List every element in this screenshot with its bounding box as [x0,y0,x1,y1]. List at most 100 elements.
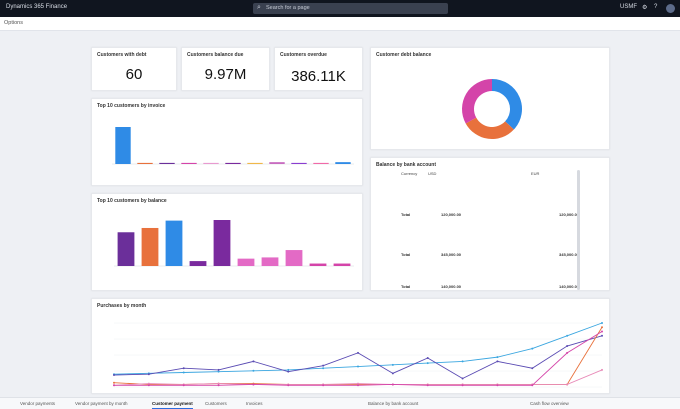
data-point [601,330,603,333]
data-point [217,382,220,385]
bar [333,263,351,266]
bar [291,162,307,164]
data-point [601,322,603,324]
data-point [566,334,569,337]
table-header: EUR [531,171,540,176]
bar [165,220,183,266]
chart-title: Top 10 customers by balance [97,198,167,204]
data-point [357,351,359,354]
tab-cash-flow-overview[interactable]: Cash flow overview [530,401,569,406]
data-point [566,383,569,386]
table-header: Currency [401,171,418,176]
bar [335,162,351,164]
bar-chart-card-2: Top 10 customers by balance [91,193,363,291]
kpi-title: Customers balance due [187,52,244,58]
bar-chart-1 [112,127,354,165]
chart-title: Customer debt balance [376,52,432,58]
data-point [426,362,429,365]
avatar[interactable] [666,4,675,13]
data-point [217,368,220,371]
bar [213,220,231,266]
data-point [391,363,394,366]
series-line [113,327,603,385]
company-label[interactable]: USMF [620,4,637,10]
table-cell: 140,000.00 [441,284,462,289]
tab-balance-by-bank-account[interactable]: Balance by bank account [368,401,419,406]
kpi-value: 9.97M [204,66,247,83]
search-box[interactable]: ⌕ Search for a page [253,3,448,14]
kpi-title: Customers overdue [280,52,327,58]
donut-slice [492,79,522,130]
table-header: USD [428,171,437,176]
data-point [322,367,325,370]
table-title: Balance by bank account [376,162,437,168]
data-point [461,360,464,363]
tab-customers[interactable]: Customers [205,401,227,406]
bar [269,162,285,164]
data-point [566,351,569,354]
settings-icon[interactable]: ⚙ [642,5,648,11]
data-point [496,384,499,387]
data-point [426,356,429,359]
line-chart [113,322,603,388]
data-point [287,368,290,371]
data-point [252,383,255,386]
table-scrollbar[interactable] [577,170,580,290]
donut-chart [462,79,522,139]
data-point [217,370,220,373]
bar [261,257,279,266]
bar [237,258,255,266]
kpi-card-overdue: Customers overdue 386.11K [274,47,363,91]
bar [189,261,207,266]
kpi-value: 386.11K [291,68,346,85]
line-chart-card: Purchases by month [91,298,610,394]
data-point [287,384,290,387]
data-point [357,384,359,387]
data-point [322,384,325,387]
search-icon: ⌕ [257,4,261,11]
chart-title: Top 10 customers by invoice [97,103,166,109]
data-point [147,382,150,385]
bar [313,162,329,164]
kpi-value: 60 [125,66,143,83]
kpi-card-balance-due: Customers balance due 9.97M [181,47,270,91]
data-point [252,369,255,372]
data-point [357,365,359,368]
data-point [391,383,394,386]
table-cell: 120,000.00 [441,212,462,217]
tab-customer-payment[interactable]: Customer payment [152,401,193,409]
data-point [531,384,534,387]
bar [137,162,153,164]
options-button[interactable]: Options [4,20,23,26]
bar [203,162,219,164]
bar [181,162,197,164]
data-point [113,381,115,384]
kpi-title: Customers with debt [97,52,147,58]
tab-vendor-payments[interactable]: Vendor payments [20,401,56,406]
data-point [496,360,499,363]
table-cell: 140,000.00 [559,284,580,289]
bar [285,250,303,266]
tab-vendor-payment-by-month[interactable]: Vendor payment by month [75,401,128,406]
data-point [601,334,603,337]
data-point [461,377,464,380]
search-placeholder: Search for a page [266,5,310,11]
data-point [287,370,290,373]
data-point [357,382,359,385]
data-point [252,360,255,363]
data-point [182,367,185,370]
bar [309,263,327,266]
data-point [496,356,499,359]
chart-title: Purchases by month [97,303,147,309]
donut-slice [462,79,492,124]
data-point [601,368,603,371]
data-point [113,384,115,387]
command-bar: Options [0,17,680,31]
table-cell: 345,000.00 [559,252,580,257]
bar [141,227,159,266]
table-card: Balance by bank account [370,157,610,291]
bar [247,162,263,164]
help-icon[interactable]: ? [654,4,658,10]
tab-invoices[interactable]: Invoices [246,401,263,406]
table-cell: 120,000.00 [559,212,580,217]
